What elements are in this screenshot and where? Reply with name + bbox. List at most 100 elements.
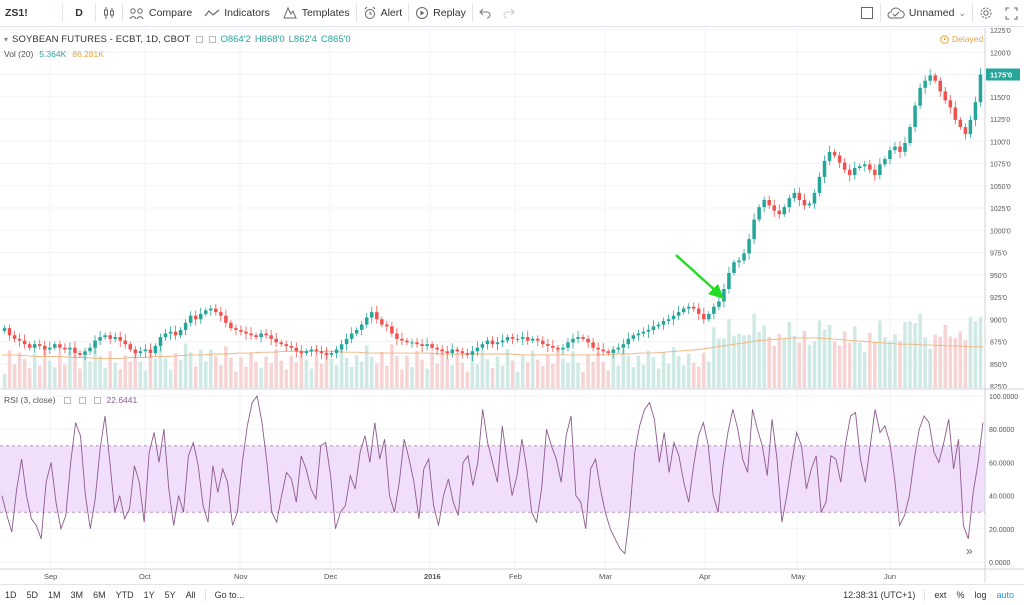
delayed-badge[interactable]: Delayed [940, 34, 983, 44]
volume-bar [752, 313, 756, 388]
volume-bar [591, 361, 595, 388]
alert-button[interactable]: Alert [357, 0, 409, 27]
candle-body [284, 344, 288, 346]
volume-bar [193, 366, 198, 388]
candle-body [691, 306, 696, 309]
rsi-visibility-toggle[interactable] [63, 396, 71, 404]
candle-body [712, 306, 716, 314]
candle-body [470, 351, 475, 355]
candle-body [822, 160, 827, 177]
visibility-toggle[interactable] [196, 36, 204, 43]
interval-button[interactable]: D [75, 7, 83, 19]
volume-bar [621, 349, 626, 388]
range-5y[interactable]: 5Y [164, 590, 176, 600]
time-tick-label: Dec [324, 572, 338, 581]
candle-body [883, 159, 887, 165]
range-5d[interactable]: 5D [26, 590, 39, 600]
indicators-button[interactable]: Indicators [198, 0, 276, 27]
toolbar-right: Unnamed ⌄ [854, 0, 1024, 27]
candle-body [933, 75, 937, 81]
volume-bar [953, 338, 958, 388]
replay-button[interactable]: Replay [409, 0, 472, 27]
fullscreen-toggle[interactable] [854, 0, 880, 27]
rsi-label: RSI (3, close) [4, 395, 56, 405]
volume-bar [410, 367, 414, 388]
volume-bar [651, 357, 656, 388]
range-3m[interactable]: 3M [70, 590, 84, 600]
log-toggle[interactable]: log [974, 590, 987, 600]
volume-bar [158, 342, 163, 388]
candle-body [636, 333, 641, 336]
rsi-remove-toggle[interactable] [93, 396, 101, 404]
save-layout-button[interactable]: Unnamed ⌄ [881, 0, 972, 27]
candle-body [752, 219, 756, 240]
candle-body [364, 317, 369, 325]
range-1d[interactable]: 1D [5, 590, 17, 600]
price-axis[interactable]: 1225'0 1200'0 1175'0 1150'0 1125'0 1100'0 1075… [0, 28, 1024, 583]
candle-body [153, 345, 158, 354]
candle-body [742, 253, 746, 261]
chart-canvas[interactable]: » 1225'0 1200'0 1175'0 1150'0 1125'0 1100'0 10… [0, 28, 1024, 583]
redo-button[interactable] [497, 0, 521, 27]
settings-toggle[interactable] [209, 36, 217, 43]
collapse-icon[interactable]: ▾ [4, 35, 9, 44]
templates-button[interactable]: Templates [276, 0, 356, 27]
candle-body [953, 107, 958, 120]
candle-body [43, 345, 47, 350]
expand-button[interactable] [999, 0, 1024, 27]
candle-body [621, 344, 626, 348]
candle-body [440, 349, 444, 352]
range-all[interactable]: All [185, 590, 196, 600]
rsi-tick-label: 0.0000 [989, 560, 1011, 567]
volume-bar [460, 362, 465, 388]
candle-body [88, 347, 92, 352]
undo-button[interactable] [473, 0, 497, 27]
candle-body [586, 338, 590, 343]
volume-bar [732, 335, 736, 388]
volume-bar [7, 350, 12, 388]
candle-body [138, 351, 143, 354]
volume-bar [576, 362, 580, 388]
rsi-settings-toggle[interactable] [78, 396, 86, 404]
candle-body [259, 333, 263, 338]
chart-style-button[interactable] [96, 0, 122, 27]
candle-body [254, 335, 258, 338]
candle-body [707, 313, 711, 320]
candle-body [22, 340, 27, 345]
price-tick-label: 875'0 [990, 340, 1007, 347]
range-6m[interactable]: 6M [93, 590, 106, 600]
volume-bars [2, 313, 983, 388]
range-ytd[interactable]: YTD [115, 590, 134, 600]
volume-bar [420, 359, 424, 388]
volume-bar [525, 362, 530, 388]
toolbar-divider [355, 4, 357, 22]
volume-bar [596, 352, 600, 388]
toolbar-divider [62, 4, 63, 22]
candle-body [938, 80, 942, 92]
volume-bar [465, 371, 470, 388]
main-legend: ▾ SOYBEAN FUTURES - ECBT, 1D, CBOT O864'… [4, 34, 351, 45]
percent-toggle[interactable]: % [956, 590, 965, 600]
volume-ma-line [2, 337, 983, 359]
volume-bar [918, 314, 922, 388]
time-axis[interactable]: Sep Oct Nov Dec 2016 Feb Mar Apr May Jun [44, 572, 896, 581]
ext-toggle[interactable]: ext [934, 590, 947, 600]
volume-bar [928, 348, 932, 388]
symbol-search[interactable]: ZS1! [5, 7, 28, 19]
settings-button[interactable] [973, 0, 999, 27]
candle-body [420, 344, 424, 346]
candle-body [385, 324, 389, 327]
range-1y[interactable]: 1Y [143, 590, 155, 600]
price-tick-label: 1150'0 [990, 95, 1010, 102]
volume-bar [138, 361, 143, 388]
compare-button[interactable]: Compare [123, 0, 198, 27]
volume-bar [963, 340, 968, 388]
range-1m[interactable]: 1M [48, 590, 61, 600]
replay-label: Replay [433, 7, 466, 19]
candle-body [852, 167, 857, 176]
volume-bar [530, 350, 535, 388]
annotation-arrow [675, 254, 724, 299]
goto-button[interactable]: Go to... [214, 590, 245, 600]
volume-bar [686, 353, 691, 388]
auto-toggle[interactable]: auto [996, 590, 1014, 600]
